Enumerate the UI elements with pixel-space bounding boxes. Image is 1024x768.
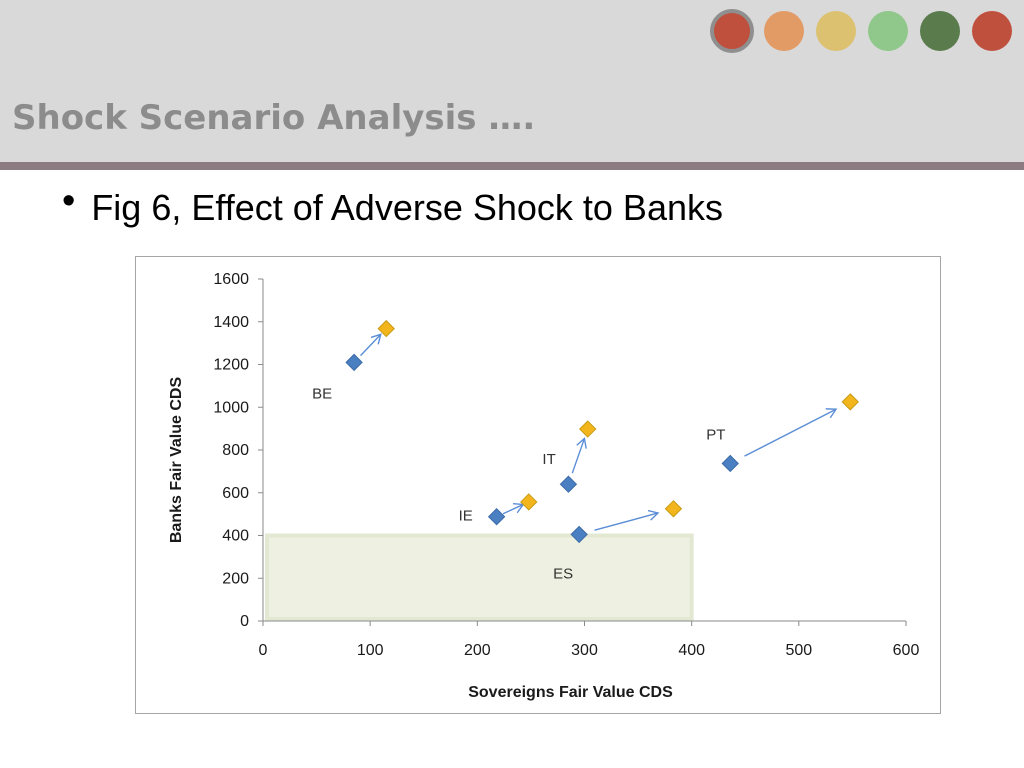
shock-arrow-it	[571, 437, 587, 474]
y-tick-label: 1400	[213, 314, 249, 331]
point-before-es	[570, 525, 588, 544]
x-tick-label: 600	[893, 642, 920, 659]
theme-dot-1	[710, 9, 754, 53]
point-label-es: ES	[553, 565, 573, 582]
x-tick-label: 400	[678, 642, 705, 659]
point-before-pt	[721, 454, 739, 473]
point-after-ie	[520, 493, 538, 511]
y-tick-label: 1200	[213, 357, 249, 374]
x-tick-label: 300	[571, 642, 598, 659]
y-tick-label: 600	[222, 485, 249, 502]
x-tick-label: 100	[357, 642, 384, 659]
point-label-ie: IE	[459, 508, 473, 525]
bullet-icon: •	[62, 180, 76, 222]
bullet-text: Fig 6, Effect of Adverse Shock to Banks	[91, 187, 723, 228]
y-tick-label: 0	[240, 613, 249, 630]
shock-arrow-be	[360, 333, 382, 357]
point-before-ie	[487, 507, 506, 526]
bullet-item: • Fig 6, Effect of Adverse Shock to Bank…	[62, 182, 723, 228]
y-tick-label: 800	[222, 442, 249, 459]
shock-arrow-pt	[744, 408, 838, 457]
shock-arrow-es	[594, 509, 660, 531]
header-divider	[0, 162, 1024, 170]
point-after-es	[664, 500, 683, 518]
slide-title: Shock Scenario Analysis ….	[12, 98, 536, 138]
slide-header: Shock Scenario Analysis ….	[0, 0, 1024, 162]
x-axis-title: Sovereigns Fair Value CDS	[468, 684, 673, 701]
y-tick-label: 1000	[213, 399, 249, 416]
point-before-it	[559, 475, 578, 493]
y-tick-label: 400	[222, 528, 249, 545]
theme-dot-6	[972, 11, 1012, 51]
point-before-be	[345, 353, 363, 372]
point-after-it	[579, 420, 597, 438]
point-after-be	[377, 319, 395, 338]
point-after-pt	[841, 393, 859, 411]
x-tick-label: 500	[785, 642, 812, 659]
theme-dot-2	[764, 11, 804, 51]
y-tick-label: 200	[222, 570, 249, 587]
y-tick-label: 1600	[213, 271, 249, 288]
y-axis-title: Banks Fair Value CDS	[168, 377, 185, 544]
x-tick-label: 200	[464, 642, 491, 659]
shock-arrow-ie	[502, 502, 525, 515]
theme-dot-4	[868, 11, 908, 51]
point-label-it: IT	[542, 451, 555, 468]
scatter-chart: 0 200 400 600 800 1000 1200 1400 1600 0 100 200 300 4…	[168, 271, 920, 701]
point-label-pt: PT	[706, 426, 725, 443]
chart-frame: 0 200 400 600 800 1000 1200 1400 1600 0 100 200 300 4…	[135, 256, 941, 714]
x-tick-label: 0	[259, 642, 268, 659]
point-label-be: BE	[312, 385, 332, 402]
theme-dot-3	[816, 11, 856, 51]
shaded-region	[265, 533, 694, 621]
theme-dot-5	[920, 11, 960, 51]
